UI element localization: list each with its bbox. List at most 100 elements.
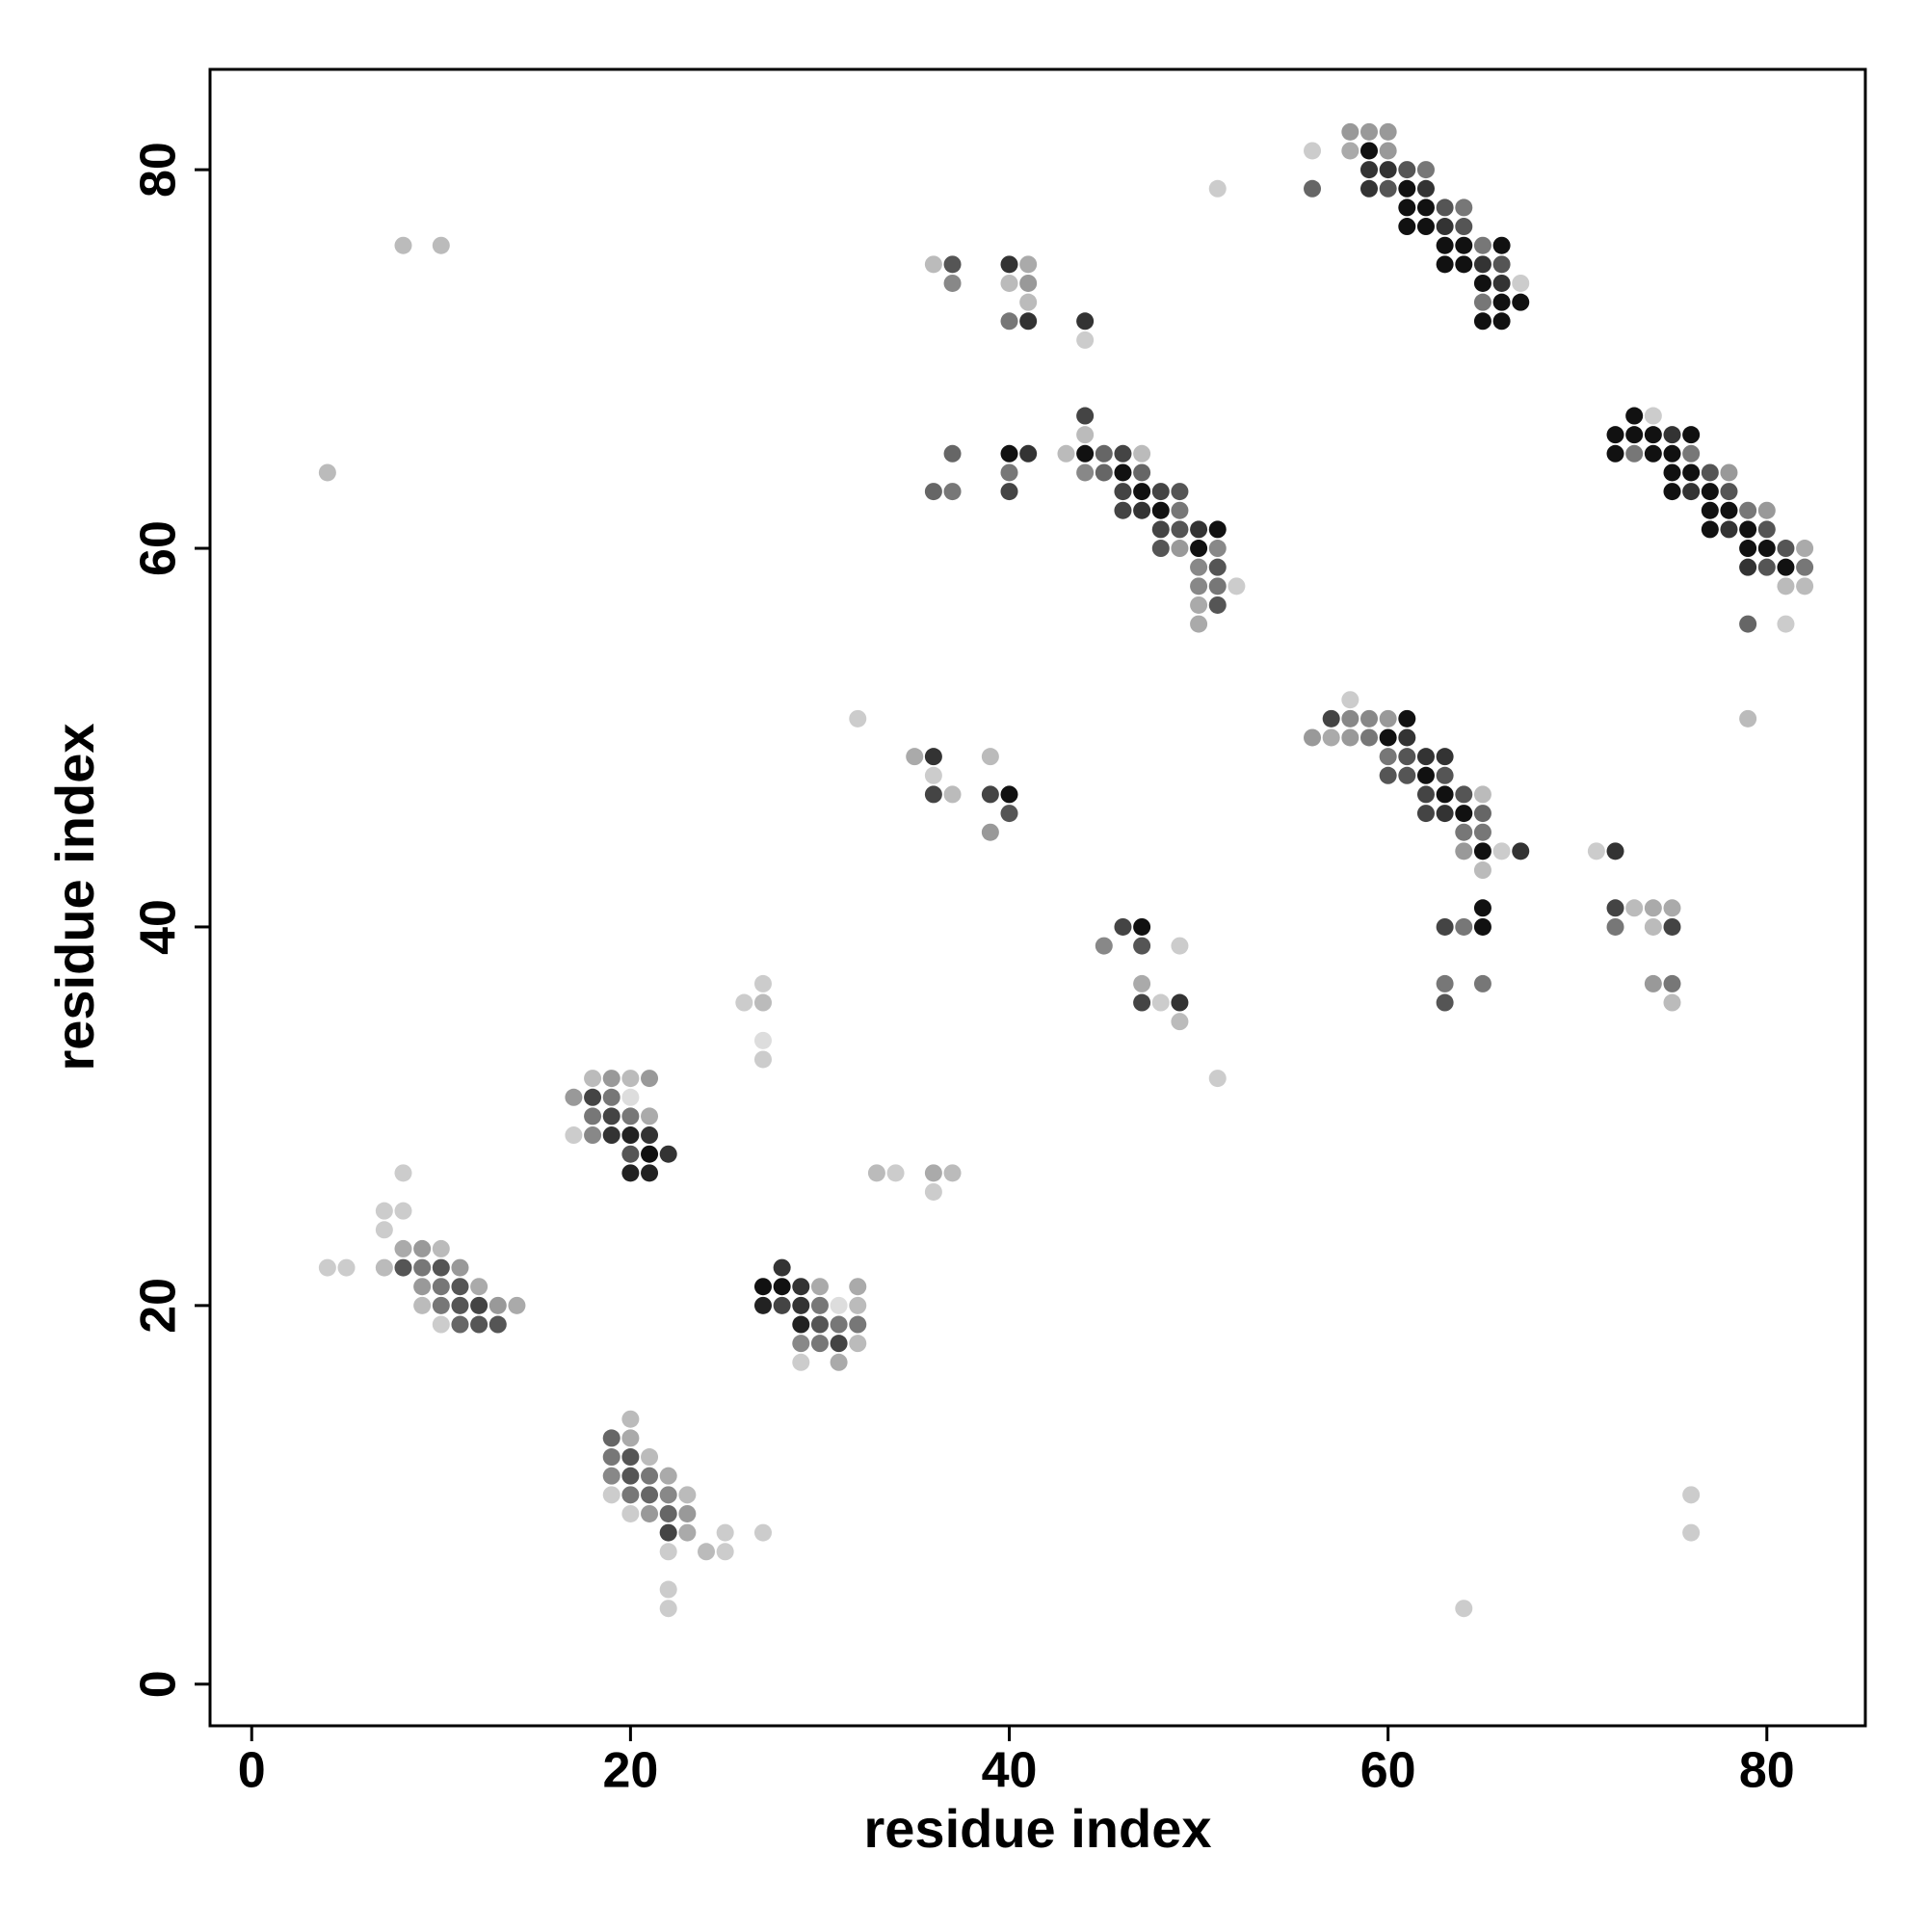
point bbox=[602, 1429, 620, 1447]
point bbox=[1398, 748, 1416, 766]
point bbox=[753, 993, 772, 1012]
point bbox=[318, 463, 336, 482]
point bbox=[1777, 558, 1795, 576]
point bbox=[924, 766, 942, 784]
point bbox=[375, 1202, 393, 1220]
point bbox=[1133, 917, 1151, 936]
point bbox=[394, 236, 412, 254]
point bbox=[1133, 993, 1151, 1012]
point bbox=[1341, 728, 1359, 747]
point bbox=[1133, 937, 1151, 955]
point bbox=[924, 483, 942, 501]
point bbox=[394, 1202, 412, 1220]
point bbox=[1473, 293, 1491, 311]
point bbox=[1644, 917, 1662, 936]
point bbox=[981, 748, 999, 766]
point bbox=[1739, 615, 1757, 633]
point bbox=[1682, 426, 1701, 444]
point bbox=[1208, 577, 1227, 595]
point bbox=[1416, 161, 1435, 179]
point bbox=[394, 1164, 412, 1182]
x-tick-label: 20 bbox=[602, 1743, 658, 1799]
point bbox=[488, 1315, 507, 1334]
point bbox=[659, 1145, 677, 1163]
point bbox=[943, 785, 962, 804]
y-tick-label: 0 bbox=[131, 1670, 187, 1698]
point bbox=[602, 1070, 620, 1088]
point bbox=[924, 748, 942, 766]
point bbox=[849, 1315, 867, 1334]
point bbox=[753, 1523, 772, 1542]
point bbox=[1663, 917, 1681, 936]
point bbox=[1473, 974, 1491, 992]
point bbox=[1512, 293, 1530, 311]
point bbox=[375, 1221, 393, 1239]
y-axis-label: residue index bbox=[44, 723, 105, 1071]
point bbox=[753, 1050, 772, 1069]
point bbox=[1019, 444, 1038, 463]
point bbox=[451, 1296, 469, 1314]
point bbox=[659, 1486, 677, 1504]
point bbox=[1587, 842, 1605, 860]
point bbox=[1208, 520, 1227, 539]
point bbox=[1436, 236, 1454, 254]
point bbox=[621, 1070, 640, 1088]
point bbox=[1076, 331, 1095, 349]
point bbox=[1757, 520, 1776, 539]
point bbox=[1473, 236, 1491, 254]
point bbox=[659, 1467, 677, 1485]
point bbox=[1492, 236, 1511, 254]
point bbox=[432, 1278, 450, 1296]
y-tick-label: 80 bbox=[131, 142, 187, 198]
point bbox=[1359, 728, 1378, 747]
point bbox=[1341, 122, 1359, 141]
point bbox=[773, 1296, 791, 1314]
point bbox=[1455, 805, 1473, 823]
point bbox=[1133, 483, 1151, 501]
point bbox=[1455, 823, 1473, 841]
point bbox=[1473, 861, 1491, 880]
point bbox=[1625, 444, 1644, 463]
point bbox=[1701, 463, 1719, 482]
point bbox=[659, 1523, 677, 1542]
point bbox=[1359, 122, 1378, 141]
point bbox=[621, 1126, 640, 1145]
point bbox=[1739, 709, 1757, 728]
point bbox=[981, 785, 999, 804]
point bbox=[470, 1315, 488, 1334]
point bbox=[1436, 748, 1454, 766]
point bbox=[1682, 1523, 1701, 1542]
point bbox=[1455, 236, 1473, 254]
point bbox=[1190, 558, 1208, 576]
x-axis-label: residue index bbox=[863, 1798, 1211, 1859]
point bbox=[1473, 785, 1491, 804]
point bbox=[1720, 501, 1738, 519]
point bbox=[641, 1126, 659, 1145]
point bbox=[1739, 558, 1757, 576]
point bbox=[584, 1070, 602, 1088]
point bbox=[830, 1353, 848, 1371]
point bbox=[470, 1278, 488, 1296]
point bbox=[1663, 993, 1681, 1012]
point bbox=[678, 1504, 697, 1522]
point bbox=[1473, 274, 1491, 292]
point bbox=[621, 1486, 640, 1504]
x-tick-label: 60 bbox=[1360, 1743, 1416, 1799]
point bbox=[1359, 161, 1378, 179]
point bbox=[810, 1315, 829, 1334]
point bbox=[1416, 748, 1435, 766]
point bbox=[413, 1296, 432, 1314]
point bbox=[1606, 444, 1624, 463]
point bbox=[1114, 917, 1132, 936]
x-tick-label: 40 bbox=[982, 1743, 1038, 1799]
point bbox=[659, 1580, 677, 1599]
point bbox=[1133, 463, 1151, 482]
point bbox=[1000, 463, 1018, 482]
point bbox=[1701, 483, 1719, 501]
point bbox=[1379, 748, 1397, 766]
point bbox=[1644, 426, 1662, 444]
point bbox=[810, 1296, 829, 1314]
point bbox=[1000, 255, 1018, 274]
point bbox=[849, 1296, 867, 1314]
point bbox=[584, 1107, 602, 1125]
